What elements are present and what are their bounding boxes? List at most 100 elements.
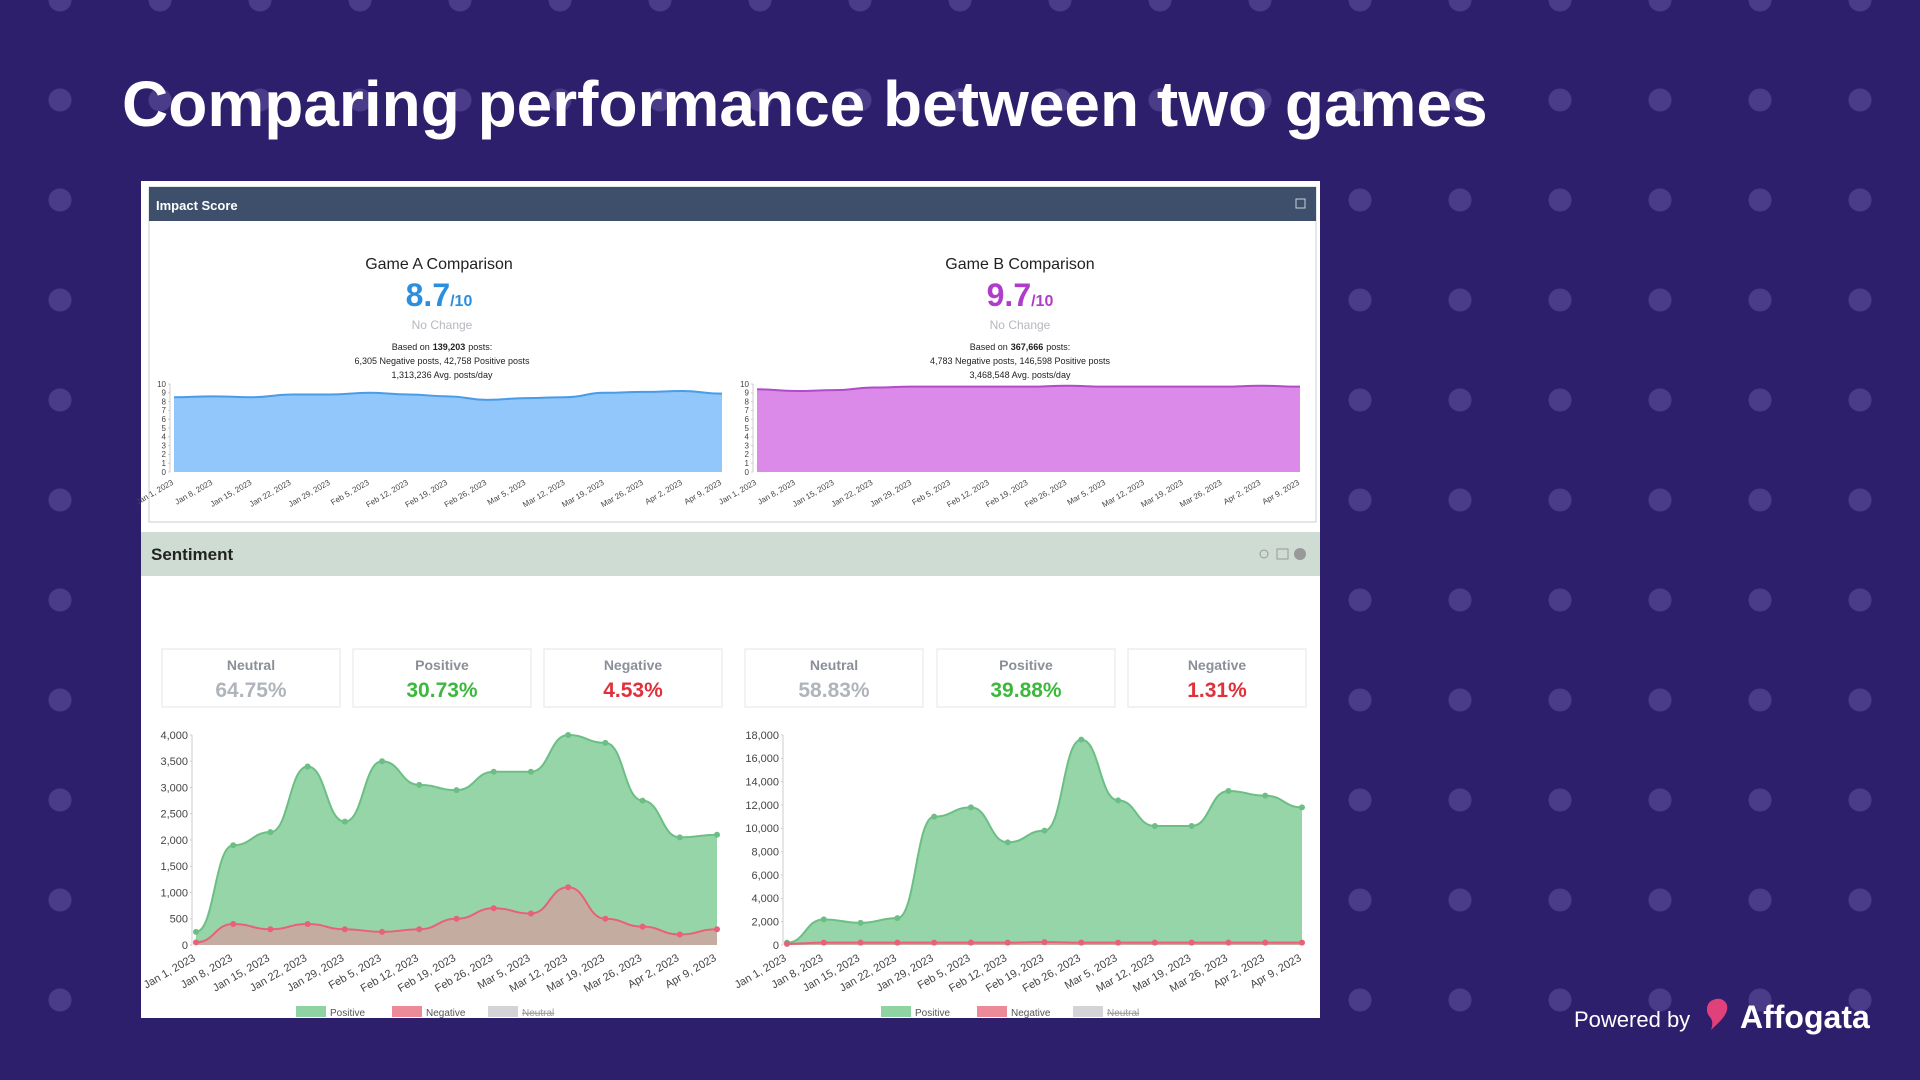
legend-swatch[interactable] xyxy=(488,1006,518,1017)
data-point xyxy=(931,939,938,946)
legend-swatch[interactable] xyxy=(392,1006,422,1017)
data-point xyxy=(967,804,974,811)
y-tick-label: 0 xyxy=(773,940,779,952)
posts-average: 1,313,236 Avg. posts/day xyxy=(392,370,493,380)
data-point xyxy=(714,926,720,933)
data-point xyxy=(1041,939,1048,946)
data-point xyxy=(453,915,460,922)
data-point xyxy=(453,787,460,794)
data-point xyxy=(894,939,901,946)
export-icon[interactable] xyxy=(1276,548,1289,560)
data-point xyxy=(820,939,827,946)
y-tick-label: 10,000 xyxy=(745,823,779,835)
y-tick-label: 8 xyxy=(162,397,167,406)
y-tick-label: 6 xyxy=(745,415,750,424)
legend-label[interactable]: Neutral xyxy=(1107,1008,1139,1019)
data-point xyxy=(565,732,572,738)
area-line xyxy=(756,384,1301,393)
data-point xyxy=(1004,839,1011,846)
y-tick-label: 1,500 xyxy=(160,861,188,873)
area xyxy=(787,739,1302,945)
card-value: 39.88% xyxy=(990,679,1062,702)
y-tick-label: 7 xyxy=(745,406,750,415)
y-tick-label: 3 xyxy=(745,441,750,450)
share-icon[interactable] xyxy=(1259,549,1269,559)
data-point xyxy=(1299,939,1305,946)
score: 8.7/10 xyxy=(406,277,473,313)
legend-label[interactable]: Positive xyxy=(915,1008,950,1019)
data-point xyxy=(379,928,386,935)
y-tick-label: 4,000 xyxy=(160,730,188,742)
powered-by: Powered by xyxy=(1574,1007,1690,1032)
legend-label[interactable]: Negative xyxy=(1011,1008,1051,1019)
data-point xyxy=(1041,827,1048,834)
y-tick-label: 0 xyxy=(745,468,750,477)
y-tick-label: 1,000 xyxy=(160,887,188,899)
sentiment-card xyxy=(543,648,723,708)
based-on: Based on xyxy=(392,342,430,352)
data-point xyxy=(193,939,199,946)
card-value: 4.53% xyxy=(603,679,663,702)
y-tick-label: 6 xyxy=(162,415,167,424)
y-tick-label: 14,000 xyxy=(745,777,779,789)
y-tick-label: 10 xyxy=(740,380,749,389)
posts-count: 367,666 xyxy=(1011,342,1044,352)
data-point xyxy=(857,919,864,926)
data-point xyxy=(639,923,646,930)
sentiment-card xyxy=(744,648,924,708)
data-point xyxy=(894,915,901,922)
data-point xyxy=(602,915,609,922)
y-tick-label: 5 xyxy=(162,424,167,433)
y-tick-label: 7 xyxy=(162,406,167,415)
area-line xyxy=(195,733,718,933)
y-tick-label: 3,500 xyxy=(160,756,188,768)
y-tick-label: 500 xyxy=(170,914,188,926)
impact-header xyxy=(149,187,1316,221)
data-point xyxy=(1078,736,1085,743)
card-label: Positive xyxy=(999,657,1053,673)
data-point xyxy=(1262,792,1269,799)
y-tick-label: 0 xyxy=(162,468,167,477)
score-change: No Change xyxy=(412,318,473,332)
data-point xyxy=(714,831,720,838)
data-point xyxy=(341,926,348,933)
sentiment-header xyxy=(141,532,1320,576)
data-point xyxy=(230,842,237,849)
posts-line: Based on 367,666 posts: xyxy=(970,342,1071,352)
data-point xyxy=(490,905,497,912)
help-icon[interactable] xyxy=(1294,548,1306,560)
card-value: 64.75% xyxy=(215,679,287,702)
data-point xyxy=(639,797,646,804)
legend-label[interactable]: Positive xyxy=(330,1008,365,1019)
y-tick-label: 8 xyxy=(745,397,750,406)
sentiment-card xyxy=(1127,648,1307,708)
y-tick-label: 18,000 xyxy=(745,730,779,742)
card-label: Negative xyxy=(1188,657,1247,673)
data-point xyxy=(1115,797,1122,804)
y-tick-label: 4 xyxy=(162,433,167,442)
data-point xyxy=(1151,939,1158,946)
brand-logo xyxy=(1706,998,1728,1030)
legend-swatch[interactable] xyxy=(977,1006,1007,1017)
legend-label[interactable]: Neutral xyxy=(522,1008,554,1019)
data-point xyxy=(1151,823,1158,829)
data-point xyxy=(565,884,572,891)
data-point xyxy=(416,781,423,788)
data-point xyxy=(490,768,497,775)
area xyxy=(757,385,1300,472)
y-tick-label: 9 xyxy=(745,389,750,398)
card-label: Positive xyxy=(415,657,469,673)
data-point xyxy=(931,813,938,820)
legend-swatch[interactable] xyxy=(881,1006,911,1017)
posts-count: 139,203 xyxy=(433,342,466,352)
expand-icon[interactable] xyxy=(1295,198,1306,209)
posts-breakdown: 6,305 Negative posts, 42,758 Positive po… xyxy=(354,356,530,366)
sentiment-card xyxy=(161,648,341,708)
legend-label[interactable]: Negative xyxy=(426,1008,466,1019)
y-tick-label: 4,000 xyxy=(751,893,779,905)
data-point xyxy=(1225,788,1232,794)
legend-swatch[interactable] xyxy=(296,1006,326,1017)
y-tick-label: 2,500 xyxy=(160,809,188,821)
legend-swatch[interactable] xyxy=(1073,1006,1103,1017)
